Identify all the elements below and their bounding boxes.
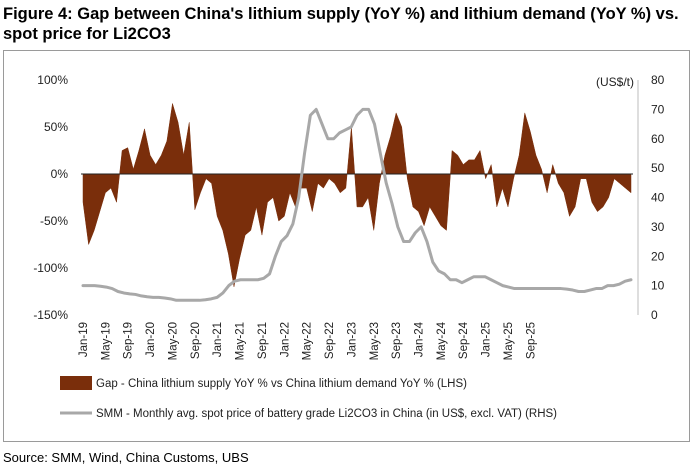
x-tick-label: May-24 <box>436 321 448 360</box>
x-tick-label: Jan-20 <box>145 322 157 357</box>
y-right-tick-label: 30 <box>651 220 665 234</box>
y-left-tick-label: 50% <box>44 120 68 134</box>
x-tick-label: Jan-19 <box>78 322 90 357</box>
legend-price-label: SMM - Monthly avg. spot price of battery… <box>96 408 557 420</box>
y-left-tick-label: -100% <box>33 261 68 275</box>
x-tick-label: Sep-19 <box>123 322 135 359</box>
y-right-tick-label: 20 <box>651 249 665 263</box>
x-tick-label: Sep-21 <box>257 322 269 359</box>
gap-area-series <box>82 103 632 287</box>
x-tick-label: May-23 <box>369 322 381 360</box>
x-tick-label: May-20 <box>168 322 180 360</box>
chart-frame <box>3 50 690 442</box>
x-tick-label: Sep-25 <box>525 322 537 359</box>
x-tick-label: Sep-22 <box>324 322 336 359</box>
x-tick-label: Sep-20 <box>190 322 202 359</box>
x-tick-label: Sep-23 <box>391 322 403 359</box>
y-left-tick-label: -150% <box>33 308 68 322</box>
price-line-series <box>81 107 633 302</box>
y-right-tick-label: 0 <box>651 308 658 322</box>
x-tick-label: Jan-25 <box>481 322 493 357</box>
y-right-tick-label: 50 <box>651 161 665 175</box>
x-tick-label: Jan-22 <box>279 322 291 357</box>
legend-gap-swatch <box>60 376 92 390</box>
x-tick-label: Jan-23 <box>346 322 358 357</box>
source-note: Source: SMM, Wind, China Customs, UBS <box>3 450 249 465</box>
x-tick-label: May-21 <box>235 322 247 360</box>
x-tick-label: Jan-21 <box>212 322 224 357</box>
x-tick-label: Jan-24 <box>414 321 426 357</box>
y-right-tick-label: 70 <box>651 102 665 116</box>
y-right-tick-label: 60 <box>651 132 665 146</box>
legend-gap-label: Gap - China lithium supply YoY % vs Chin… <box>96 378 467 390</box>
y-left-tick-label: 100% <box>37 73 68 87</box>
x-tick-label: May-19 <box>100 322 112 360</box>
y-right-tick-label: 80 <box>651 73 665 87</box>
y-right-tick-label: 40 <box>651 191 665 205</box>
x-tick-label: May-25 <box>503 322 515 360</box>
x-tick-label: May-22 <box>302 322 314 360</box>
y-left-tick-label: 0% <box>51 167 69 181</box>
figure-title: Figure 4: Gap between China's lithium su… <box>3 5 679 43</box>
y-right-axis-label: (US$/t) <box>596 75 634 89</box>
x-tick-label: Sep-24 <box>458 321 470 359</box>
y-right-tick-label: 10 <box>651 279 665 293</box>
y-left-tick-label: -50% <box>40 214 68 228</box>
